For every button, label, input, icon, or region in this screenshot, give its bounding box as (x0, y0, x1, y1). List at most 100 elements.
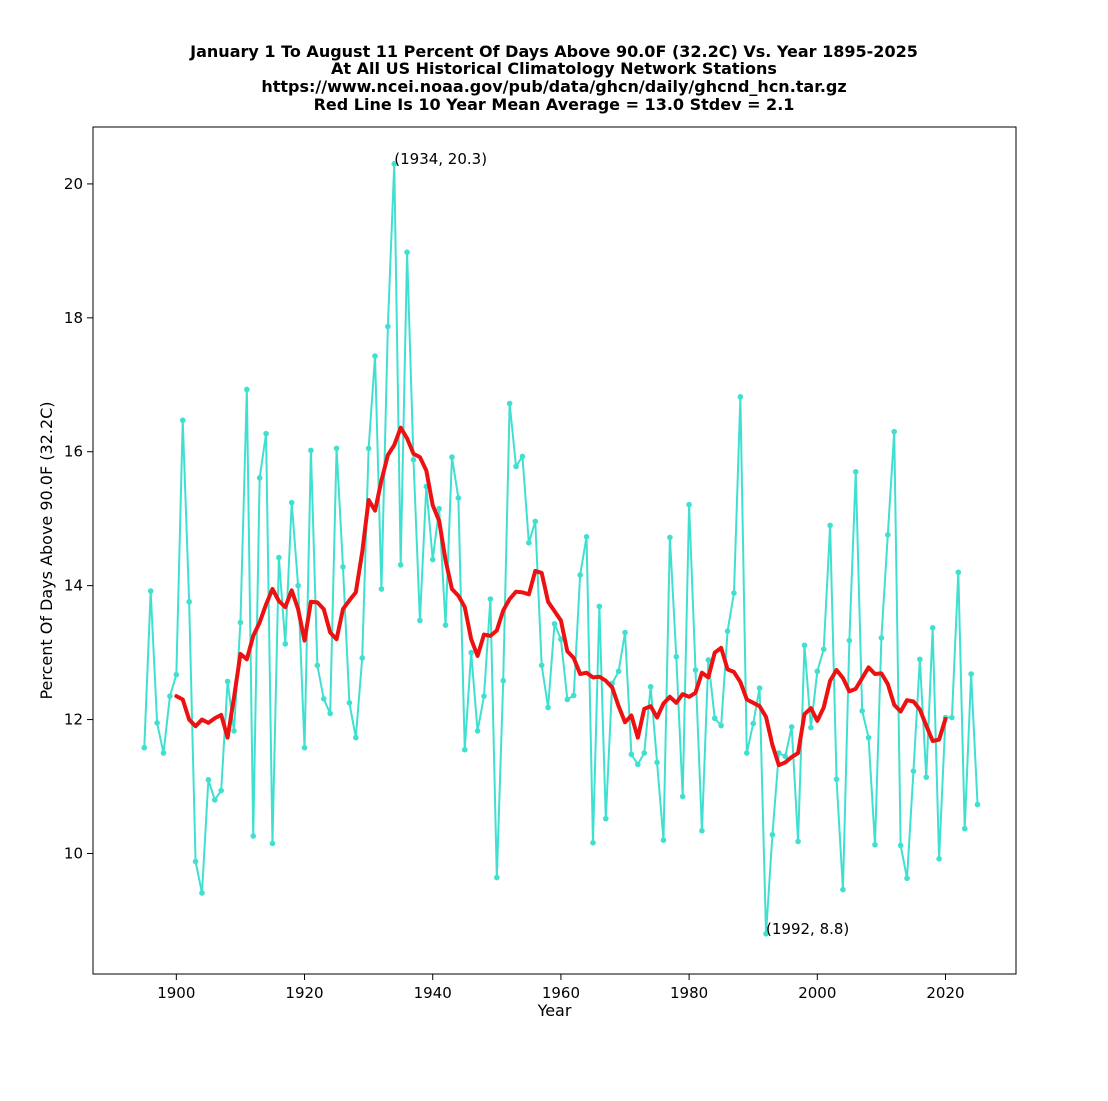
annual-point (205, 777, 212, 783)
x-tick-label: 1960 (542, 984, 580, 1002)
annual-point (378, 586, 385, 592)
x-axis-ticks: 1900 1920 1940 1960 1980 2000 2020 (157, 974, 965, 1002)
annotations: (1934, 20.3) (1992, 8.8) (394, 150, 849, 938)
annual-point (859, 708, 865, 714)
annual-point (711, 715, 718, 722)
y-axis-label: Percent Of Days Above 90.0F (32.2C) (37, 401, 56, 699)
annual-point (494, 874, 500, 881)
annual-point (788, 724, 795, 730)
annual-point (365, 445, 372, 452)
annual-point (852, 469, 859, 475)
annual-point (449, 454, 455, 460)
annual-point (461, 746, 468, 753)
annual-point (872, 841, 878, 848)
annual-point (179, 417, 186, 424)
annual-point (211, 797, 218, 803)
annual-point (647, 683, 654, 690)
annual-point (801, 642, 808, 649)
annual-point (320, 696, 327, 702)
ten-year-mean-line (174, 425, 948, 768)
x-tick-label: 2000 (798, 984, 836, 1002)
annual-point (654, 759, 660, 766)
annual-point (929, 625, 936, 631)
annual-point (173, 671, 180, 678)
annual-point (968, 671, 974, 677)
annual-point (961, 825, 968, 832)
annual-point (705, 657, 712, 663)
x-tick-label: 1940 (414, 984, 452, 1002)
annual-point (218, 787, 224, 794)
annual-point (391, 161, 398, 167)
chart-title: January 1 To August 11 Percent Of Days A… (189, 42, 918, 114)
annual-point (442, 622, 449, 628)
annual-point (827, 522, 833, 529)
annual-point (686, 501, 692, 508)
y-tick-label: 10 (64, 844, 83, 862)
annual-point (583, 533, 590, 540)
x-tick-label: 1900 (157, 984, 195, 1002)
annual-point (833, 776, 840, 782)
annual-point (756, 685, 763, 691)
annual-point (359, 655, 366, 661)
y-tick-label: 16 (64, 443, 83, 461)
annual-point (147, 588, 154, 594)
annual-point (955, 569, 962, 576)
annual-point (840, 886, 846, 893)
point-annotation: (1934, 20.3) (394, 150, 487, 168)
annual-point (500, 677, 507, 684)
y-tick-label: 12 (64, 711, 83, 729)
annual-point (308, 447, 314, 454)
annual-point (192, 858, 199, 865)
annual-point (186, 598, 192, 605)
annual-point (596, 603, 603, 610)
annual-point (160, 750, 167, 756)
annual-point (910, 768, 917, 774)
annual-point (897, 842, 904, 849)
annual-point (519, 453, 526, 460)
annual-point (615, 668, 622, 675)
annual-point (385, 323, 391, 330)
annual-point (346, 700, 353, 706)
annual-point (936, 856, 942, 862)
annual-point (276, 554, 282, 561)
annual-point (429, 556, 436, 563)
annual-point (487, 596, 494, 602)
annual-point (917, 656, 923, 663)
annual-point (904, 875, 910, 882)
y-tick-label: 20 (64, 175, 83, 193)
annual-point (295, 582, 301, 589)
annual-point (244, 386, 250, 393)
annual-point (506, 400, 513, 407)
annual-point (372, 353, 378, 359)
x-tick-label: 1980 (670, 984, 708, 1002)
annual-point (256, 475, 263, 481)
annual-point (763, 931, 769, 937)
annual-point (878, 635, 885, 641)
annual-point (513, 463, 519, 470)
annual-point (282, 641, 289, 647)
annual-point (743, 750, 750, 756)
annual-point (865, 734, 872, 741)
annual-point (602, 815, 609, 822)
annual-point (750, 720, 756, 727)
annual-point (314, 662, 321, 669)
annual-point (167, 693, 173, 699)
annual-point (737, 394, 744, 400)
plot-area (141, 161, 981, 937)
annual-point (353, 734, 359, 741)
annual-point (224, 678, 231, 685)
title-line-4: Red Line Is 10 Year Mean Average = 13.0 … (314, 95, 795, 114)
annual-point (397, 562, 404, 568)
title-line-1: January 1 To August 11 Percent Of Days A… (189, 42, 918, 61)
annual-point (673, 653, 680, 660)
annual-point (474, 728, 481, 734)
annual-point (263, 430, 269, 437)
annual-point (628, 751, 635, 758)
annual-point (237, 619, 244, 626)
annual-point (718, 722, 724, 729)
annual-point (327, 710, 333, 717)
annual-point (699, 827, 705, 834)
annual-point (782, 753, 789, 760)
